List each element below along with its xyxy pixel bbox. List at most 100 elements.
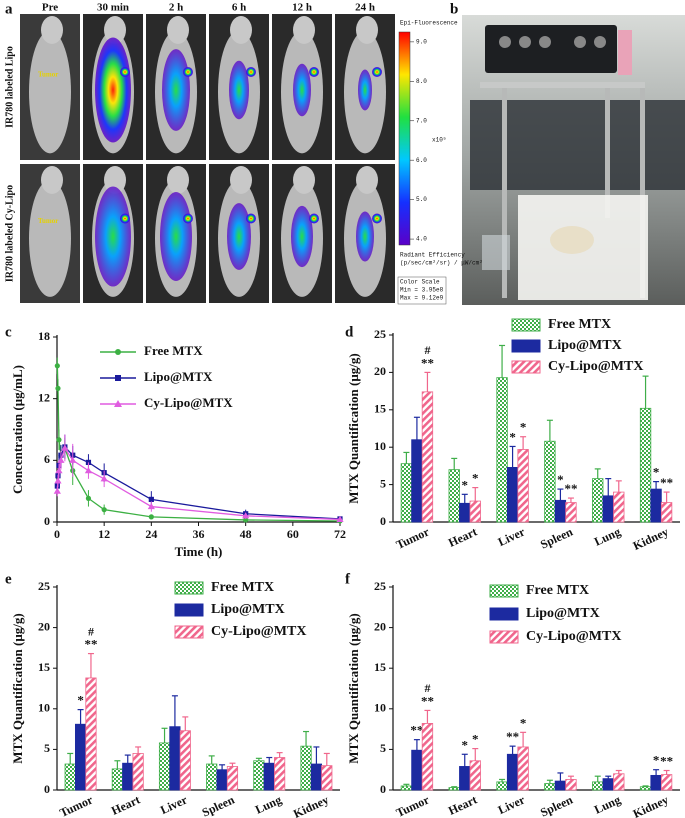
bar [592, 781, 604, 791]
y-axis-label: Concentration (μg/mL) [10, 365, 25, 494]
signal [229, 60, 249, 120]
legend-swatch [174, 581, 204, 595]
legend-swatch [511, 339, 541, 353]
marker [100, 475, 108, 482]
bar [602, 778, 614, 791]
y-tick-label: 5 [380, 476, 386, 490]
y-tick-label: 5 [44, 741, 50, 755]
x-tick-label: Tumor [394, 524, 432, 552]
significance-mark: * [653, 465, 660, 480]
x-tick-label: 12 [98, 527, 110, 541]
legend-label: Lipo@MTX [211, 602, 285, 617]
y-tick-label: 10 [374, 439, 386, 453]
x-tick-label: Tumor [57, 792, 95, 818]
y-tick-label: 18 [38, 329, 50, 343]
marker [114, 400, 122, 407]
legend-label: Free MTX [548, 317, 611, 332]
bar [459, 766, 471, 791]
signal [162, 49, 190, 131]
marker [243, 517, 249, 523]
y-tick-label: 20 [374, 364, 386, 378]
mouse-head [167, 16, 189, 44]
y-tick-label: 20 [38, 619, 50, 633]
signal [95, 186, 131, 287]
significance-mark: * [520, 715, 527, 730]
colorbar-title: Epi-Fluorescence [400, 20, 458, 27]
colorbar-tick-label: 8.0 [416, 78, 427, 85]
bar [639, 786, 652, 791]
x-tick-label: Heart [109, 793, 142, 818]
y-tick-label: 15 [374, 660, 386, 674]
y-tick-label: 5 [380, 741, 386, 755]
time-label: Pre [42, 2, 58, 14]
legend-swatch [511, 318, 541, 332]
colorbar-tick-label: 4.0 [416, 236, 427, 243]
significance-mark: * [557, 472, 564, 487]
legend-label: Cy-Lipo@MTX [144, 395, 233, 410]
x-tick-label: 0 [54, 527, 60, 541]
colorbar-tick-label: 7.0 [416, 117, 427, 124]
bar [400, 785, 413, 791]
marker [148, 514, 154, 520]
colorbar [398, 31, 411, 246]
y-tick-label: 10 [38, 701, 50, 715]
row-label: IR780 labeled Lipo [4, 46, 15, 128]
marker [54, 363, 60, 369]
series-line [56, 365, 341, 522]
marker [147, 502, 155, 510]
bar [565, 779, 577, 791]
bar [263, 762, 275, 791]
tumor-signal [372, 213, 382, 224]
tumor-label: Tumor [38, 217, 58, 225]
mouse-head [104, 166, 126, 194]
row-label: IR780 labeled Cy-Lipo [4, 185, 15, 282]
legend-swatch [174, 625, 204, 639]
marker [56, 437, 62, 443]
panel-label: f [345, 571, 351, 587]
bar [613, 491, 625, 523]
mouse-head [41, 16, 63, 44]
mouse-head [230, 16, 252, 44]
panel-label: b [450, 1, 458, 17]
significance-mark: * [509, 429, 516, 444]
scale-max: Max = 9.12e9 [400, 295, 444, 302]
mouse-head [293, 166, 315, 194]
bar [206, 763, 218, 791]
x-tick-label: Spleen [200, 792, 237, 818]
bar [169, 726, 181, 791]
legend-label: Lipo@MTX [548, 338, 622, 353]
bar [158, 742, 171, 791]
signal [160, 192, 192, 281]
bar [122, 762, 134, 791]
bar [132, 753, 144, 791]
y-tick-label: 25 [374, 579, 386, 593]
legend-swatch [489, 584, 519, 598]
significance-mark: ** [421, 693, 434, 708]
tumor-signal [309, 67, 319, 77]
mouse-head [356, 16, 378, 44]
x-axis-label: Time (h) [175, 544, 223, 559]
mouse-head [41, 166, 63, 194]
significance-mark: # [88, 624, 94, 638]
bar [274, 757, 286, 791]
y-tick-label: 25 [374, 327, 386, 341]
series-line [56, 445, 341, 520]
bar [321, 765, 333, 791]
tumor-signal [183, 213, 193, 224]
tumor-signal [120, 67, 130, 77]
tumor-signal [246, 67, 256, 77]
series-line [56, 446, 341, 521]
bar [592, 478, 604, 523]
legend-swatch [489, 630, 519, 644]
x-tick-label: Kidney [291, 793, 331, 818]
legend-label: Cy-Lipo@MTX [526, 629, 621, 644]
bar [421, 723, 434, 791]
tumor-label: Tumor [38, 71, 58, 79]
bar [411, 749, 423, 791]
legend-label: Free MTX [526, 583, 589, 598]
legend-swatch [489, 607, 519, 621]
bar [64, 763, 76, 791]
marker [115, 375, 121, 381]
bar [448, 787, 460, 791]
y-tick-label: 0 [44, 782, 50, 796]
